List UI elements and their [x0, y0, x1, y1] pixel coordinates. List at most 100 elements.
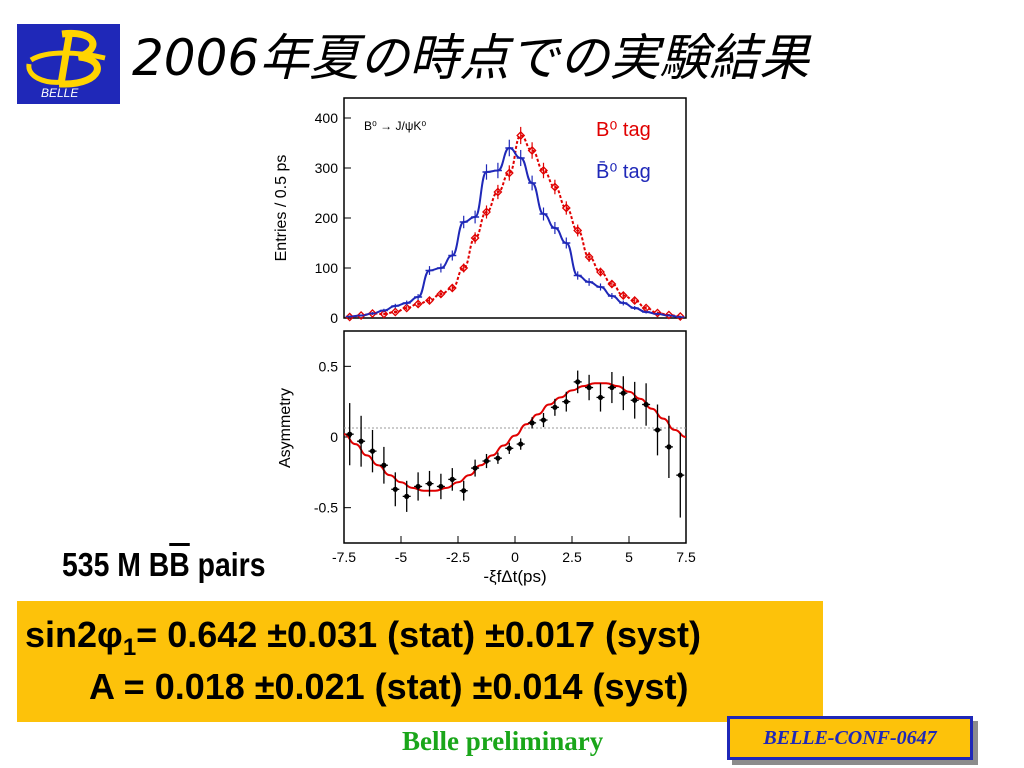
- logo-text: BELLE: [41, 86, 79, 100]
- asymmetry-data-point: [449, 476, 455, 482]
- top-y-tick-label: 100: [315, 260, 339, 276]
- asymmetry-fit-curve: [343, 382, 687, 492]
- result-a: A = 0.018 ±0.021 (stat) ±0.014 (syst): [89, 666, 689, 707]
- decay-annotation: B⁰ → J/ψK⁰: [364, 119, 426, 133]
- top-data-points: [345, 126, 685, 322]
- bottom-y-tick-label: -0.5: [314, 500, 338, 516]
- b0-tag-data-point: [573, 226, 583, 235]
- b0-tag-data-point: [641, 303, 651, 313]
- asymmetry-data-point: [415, 483, 421, 490]
- b0-tag-data-point: [425, 296, 434, 305]
- top-frame: [343, 97, 687, 319]
- conf-label: BELLE-CONF-0647: [763, 727, 937, 749]
- b0-tag-data-point: [459, 263, 469, 273]
- bottom-y-tick-label: 0: [330, 429, 338, 445]
- legend-b0bar-tag: B̄⁰ tag: [596, 160, 651, 183]
- b0-tag-data-point: [379, 309, 389, 319]
- b0-tag-data-point: [356, 311, 366, 320]
- result-box: [17, 601, 823, 722]
- asymmetry-data-point: [358, 438, 364, 444]
- b0-tag-fit-curve: [349, 134, 681, 318]
- b0-tag-data-point: [618, 291, 628, 300]
- b0-tag-data-point: [390, 307, 400, 317]
- asymmetry-figure: 0 100 200 300 400 Entries / 0.5 ps B⁰ → J/ψK…: [273, 97, 696, 586]
- b0-tag-data-point: [527, 146, 537, 155]
- asymmetry-data-point: [347, 431, 353, 437]
- b0-tag-data-point: [584, 252, 594, 262]
- top-y-tick-label: 200: [315, 210, 339, 226]
- bottom-y-axis: -0.5 0 0.5: [314, 358, 351, 516]
- asymmetry-data-point: [632, 397, 638, 403]
- bottom-ylabel: Asymmetry: [277, 388, 294, 468]
- bottom-y-tick-label: 0.5: [319, 358, 339, 374]
- legend-b0-tag: B⁰ tag: [596, 119, 651, 141]
- asymmetry-data-point: [529, 420, 535, 426]
- belle-b-icon: [26, 29, 106, 88]
- slide-title: 2006年夏の時点での実験結果: [132, 29, 810, 87]
- asymmetry-data-point: [620, 390, 626, 396]
- result-sin2-values: = 0.642 ±0.031 (stat) ±0.017 (syst): [136, 614, 702, 655]
- b0-tag-data-point: [436, 289, 446, 299]
- asymmetry-data-point: [597, 394, 604, 401]
- asymmetry-data-point: [575, 379, 581, 385]
- b0-tag-data-point: [402, 303, 412, 313]
- b0-tag-data-point: [516, 131, 526, 140]
- b0-tag-data-point: [630, 296, 640, 305]
- asymmetry-data-point: [472, 465, 478, 471]
- asymmetry-data-point: [381, 462, 387, 468]
- b0-tag-data-point: [539, 166, 548, 175]
- top-panel: 0 100 200 300 400 Entries / 0.5 ps B⁰ → J/ψK…: [273, 97, 687, 326]
- b0-tag-data-point: [447, 283, 457, 293]
- bottom-x-tick-label: -5: [395, 549, 408, 565]
- bottom-x-tick-label: 2.5: [562, 549, 582, 565]
- b0-tag-data-point: [664, 310, 674, 320]
- top-y-tick-label: 300: [315, 160, 339, 176]
- pairs-prefix: 535 M B: [62, 546, 170, 583]
- b0-tag-data-point: [482, 207, 491, 217]
- b0-tag-data-point: [368, 309, 377, 318]
- top-y-tick-label: 400: [315, 110, 339, 126]
- belle-logo: BELLE: [17, 24, 120, 104]
- asymmetry-data-point: [518, 441, 524, 447]
- bottom-x-tick-label: 7.5: [676, 549, 696, 565]
- bottom-xlabel: -ξfΔt(ps): [483, 567, 546, 586]
- pairs-suffix: pairs: [189, 546, 266, 583]
- b0-tag-data-point: [653, 308, 662, 318]
- asymmetry-data-point: [609, 384, 615, 391]
- pairs-bbar: B: [169, 546, 190, 583]
- preliminary-label: Belle preliminary: [402, 726, 604, 756]
- bottom-fit-curve: [343, 382, 687, 492]
- asymmetry-data-point: [563, 399, 569, 405]
- asymmetry-data-point: [586, 384, 592, 391]
- asymmetry-data-point: [677, 472, 683, 478]
- asymmetry-data-point: [666, 444, 672, 450]
- bottom-data-points: [345, 370, 685, 518]
- bottom-frame: [343, 330, 687, 544]
- b0-tag-data-point: [596, 267, 605, 277]
- asymmetry-data-point: [392, 486, 398, 492]
- result-sin2-text: sin2: [25, 614, 98, 655]
- bottom-x-tick-label: 5: [625, 549, 633, 565]
- b0-tag-data-point: [607, 279, 617, 289]
- b0-tag-data-point: [493, 187, 503, 197]
- bottom-x-tick-label: -2.5: [446, 549, 470, 565]
- b0-tag-data-point: [345, 312, 355, 322]
- asymmetry-data-point: [495, 455, 501, 461]
- b0-tag-data-point: [561, 203, 571, 213]
- top-y-tick-label: 0: [330, 310, 338, 326]
- bottom-x-tick-label: 0: [511, 549, 519, 565]
- b0-tag-data-point: [550, 182, 560, 192]
- b0-tag-data-point: [413, 299, 423, 309]
- conf-badge: BELLE-CONF-0647: [727, 716, 973, 760]
- pairs-label: 535 M BB pairs: [62, 546, 265, 584]
- top-ylabel: Entries / 0.5 ps: [273, 155, 290, 262]
- phi-symbol: φ: [97, 614, 123, 655]
- asymmetry-data-point: [552, 404, 558, 410]
- asymmetry-data-point: [404, 493, 410, 499]
- asymmetry-data-point: [461, 488, 467, 494]
- asymmetry-data-point: [540, 417, 547, 423]
- b0-tag-data-point: [470, 233, 480, 243]
- bottom-x-tick-label: -7.5: [332, 549, 356, 565]
- phi-subscript: 1: [122, 634, 137, 662]
- bottom-x-axis: -7.5 -5 -2.5 0 2.5 5 7.5: [332, 536, 696, 565]
